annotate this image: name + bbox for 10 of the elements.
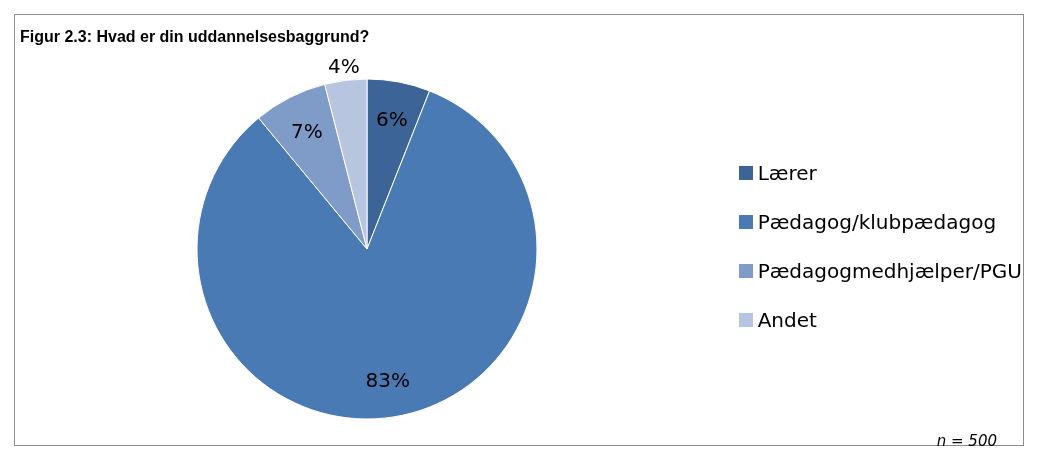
legend-label: Pædagogmedhjælper/PGU	[757, 257, 1022, 285]
text: n = 500	[936, 432, 997, 450]
data-label: 6%	[375, 106, 408, 131]
data-label: 4%	[328, 54, 360, 79]
data-label: 7%	[290, 118, 323, 143]
chart-title: Figur 2.3: Hvad er din uddannelsesbaggrund?	[20, 28, 370, 46]
legend-label: Pædagog/klubpædagog	[757, 208, 997, 236]
legend-label: Lærer	[757, 159, 817, 187]
data-label: 83%	[365, 367, 410, 392]
legend-label: Andet	[757, 306, 817, 334]
